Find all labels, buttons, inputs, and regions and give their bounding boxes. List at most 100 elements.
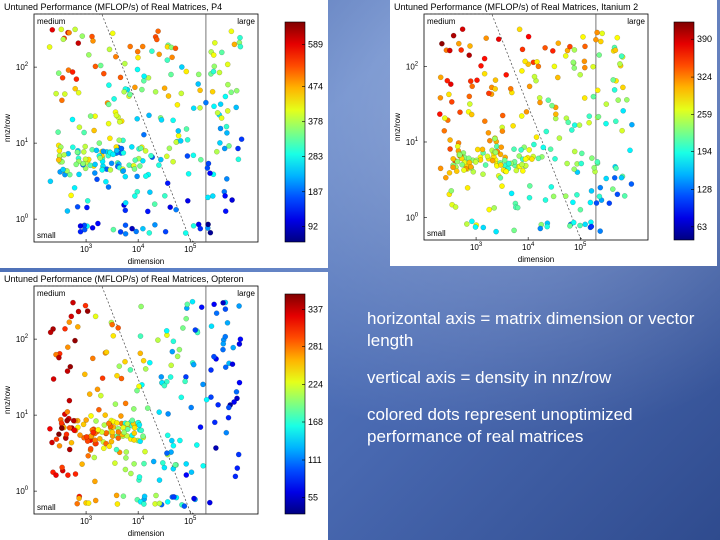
data-point <box>222 333 229 340</box>
region-label-large: large <box>237 17 255 26</box>
data-point <box>522 58 528 65</box>
data-point <box>141 73 147 79</box>
data-point <box>464 184 471 191</box>
data-point <box>137 350 144 357</box>
data-point <box>519 161 525 168</box>
data-point <box>216 69 223 76</box>
data-point <box>526 83 533 90</box>
data-point <box>75 89 82 96</box>
data-point <box>139 157 146 164</box>
data-point <box>472 224 479 230</box>
data-point <box>614 191 621 198</box>
colorbar-tick-label: 111 <box>308 455 322 465</box>
data-point <box>127 43 133 50</box>
data-point <box>535 63 542 70</box>
data-point <box>175 128 182 134</box>
data-point <box>228 89 234 96</box>
data-point <box>617 61 623 67</box>
data-point <box>94 386 101 393</box>
data-point <box>595 113 602 120</box>
data-point <box>80 160 86 167</box>
data-point <box>499 112 506 119</box>
data-point <box>167 374 174 380</box>
data-point <box>96 140 103 146</box>
data-point <box>156 477 163 483</box>
data-point <box>64 208 71 214</box>
data-point <box>162 228 169 235</box>
data-point <box>140 225 146 232</box>
y-axis-label: nnz/row <box>393 113 402 141</box>
data-point <box>590 93 597 100</box>
data-point <box>82 165 89 172</box>
data-point <box>91 454 98 461</box>
data-point <box>437 95 444 101</box>
data-point <box>614 34 621 41</box>
data-point <box>497 174 504 181</box>
data-point <box>218 49 225 56</box>
data-point <box>594 159 601 165</box>
data-point <box>211 40 218 46</box>
data-point <box>593 200 600 206</box>
data-point <box>94 176 100 183</box>
data-point <box>71 184 78 191</box>
data-point <box>478 63 484 69</box>
data-point <box>92 437 98 443</box>
data-point <box>68 439 75 446</box>
data-point <box>499 183 505 189</box>
region-label-small: small <box>427 229 446 238</box>
data-point <box>224 320 231 326</box>
data-point <box>205 194 211 201</box>
data-point <box>120 493 127 499</box>
data-point <box>537 225 544 232</box>
data-point <box>113 492 120 499</box>
data-point <box>109 30 116 37</box>
data-point <box>457 152 463 158</box>
data-point <box>534 59 540 65</box>
data-point <box>68 192 74 199</box>
data-point <box>444 77 451 84</box>
data-point <box>195 71 202 78</box>
data-point <box>511 227 517 234</box>
data-point <box>183 126 190 132</box>
data-point <box>481 70 488 77</box>
data-point <box>223 429 230 436</box>
data-point <box>562 53 569 59</box>
data-point <box>59 97 65 104</box>
data-point <box>229 197 235 203</box>
data-point <box>236 303 242 309</box>
data-point <box>533 134 540 140</box>
data-point <box>137 163 143 169</box>
data-point <box>84 308 91 314</box>
data-point <box>503 72 509 78</box>
data-point <box>505 160 512 167</box>
data-point <box>190 152 197 159</box>
data-point <box>164 180 171 186</box>
data-point <box>221 145 228 152</box>
data-point <box>603 101 610 107</box>
data-point <box>164 498 171 505</box>
data-point <box>619 127 625 134</box>
data-point <box>88 413 94 419</box>
data-point <box>142 366 149 372</box>
data-point <box>185 170 192 177</box>
note-horizontal-axis: horizontal axis = matrix dimension or ve… <box>367 309 695 350</box>
data-point <box>69 116 76 123</box>
data-point <box>549 48 556 54</box>
data-point <box>547 146 554 152</box>
data-point <box>134 48 141 55</box>
data-point <box>82 302 89 309</box>
data-point <box>134 116 140 122</box>
data-point <box>571 65 578 71</box>
chart-panel-itanium2: Untuned Performance (MFLOP/s) of Real Ma… <box>390 0 717 266</box>
data-point <box>87 162 94 169</box>
data-point <box>491 205 497 211</box>
data-point <box>235 451 242 458</box>
data-point <box>203 99 209 106</box>
data-point <box>472 159 479 165</box>
data-point <box>618 53 625 59</box>
y-tick-label: 102 <box>16 334 29 344</box>
data-point <box>437 74 444 81</box>
data-point <box>152 221 158 228</box>
data-point <box>446 91 452 98</box>
data-point <box>220 341 227 347</box>
